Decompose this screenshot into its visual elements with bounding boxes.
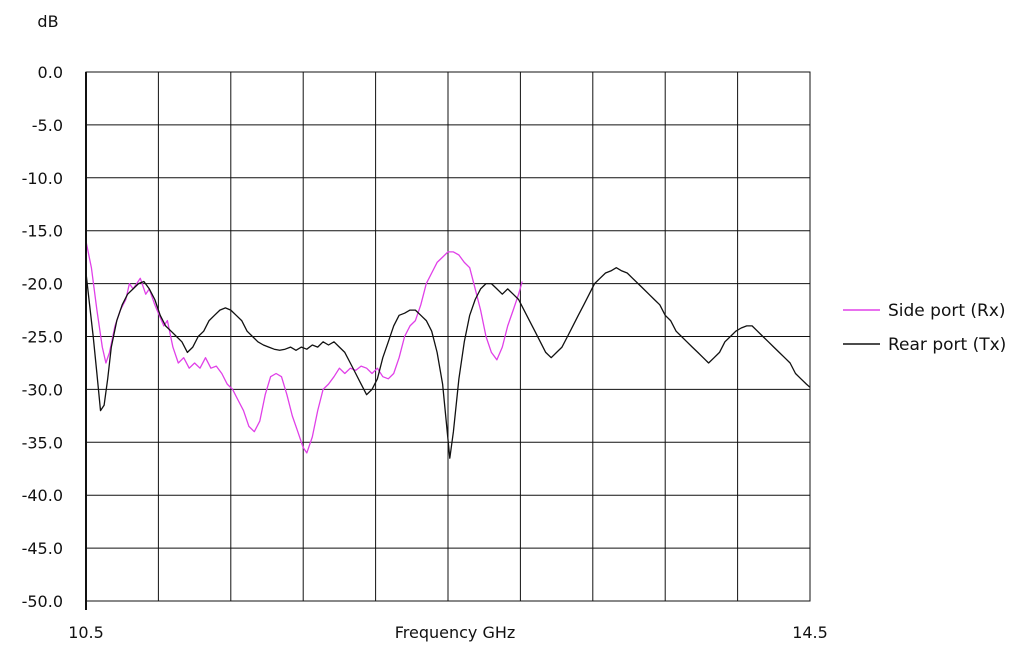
series-lines xyxy=(85,241,811,459)
series-line-rear-port xyxy=(85,267,811,459)
y-axis-label: dB xyxy=(37,12,58,31)
y-tick-label: -45.0 xyxy=(22,539,63,558)
y-tick-label: -25.0 xyxy=(22,328,63,347)
y-tick-label: -30.0 xyxy=(22,380,63,399)
y-tick-label: -40.0 xyxy=(22,486,63,505)
grid xyxy=(86,71,810,602)
x-axis-label: Frequency GHz xyxy=(395,623,516,642)
legend-label-side-port: Side port (Rx) xyxy=(888,301,1006,321)
y-tick-label: -20.0 xyxy=(22,275,63,294)
x-tick-label-end: 14.5 xyxy=(792,623,828,642)
y-tick-label: -5.0 xyxy=(32,116,63,135)
y-tick-label: -50.0 xyxy=(22,592,63,611)
y-tick-label: 0.0 xyxy=(38,63,63,82)
plot-frame xyxy=(85,71,811,610)
legend-label-rear-port: Rear port (Tx) xyxy=(888,335,1006,355)
y-tick-label: -35.0 xyxy=(22,433,63,452)
x-tick-label-start: 10.5 xyxy=(68,623,104,642)
y-tick-label: -15.0 xyxy=(22,222,63,241)
series-line-side-port xyxy=(85,241,523,454)
legend: Side port (Rx) Rear port (Tx) xyxy=(843,301,1006,355)
y-tick-label: -10.0 xyxy=(22,169,63,188)
tick-labels: 0.0 -5.0 -10.0 -15.0 -20.0 -25.0 -30.0 -35.0 -40… xyxy=(22,63,828,642)
